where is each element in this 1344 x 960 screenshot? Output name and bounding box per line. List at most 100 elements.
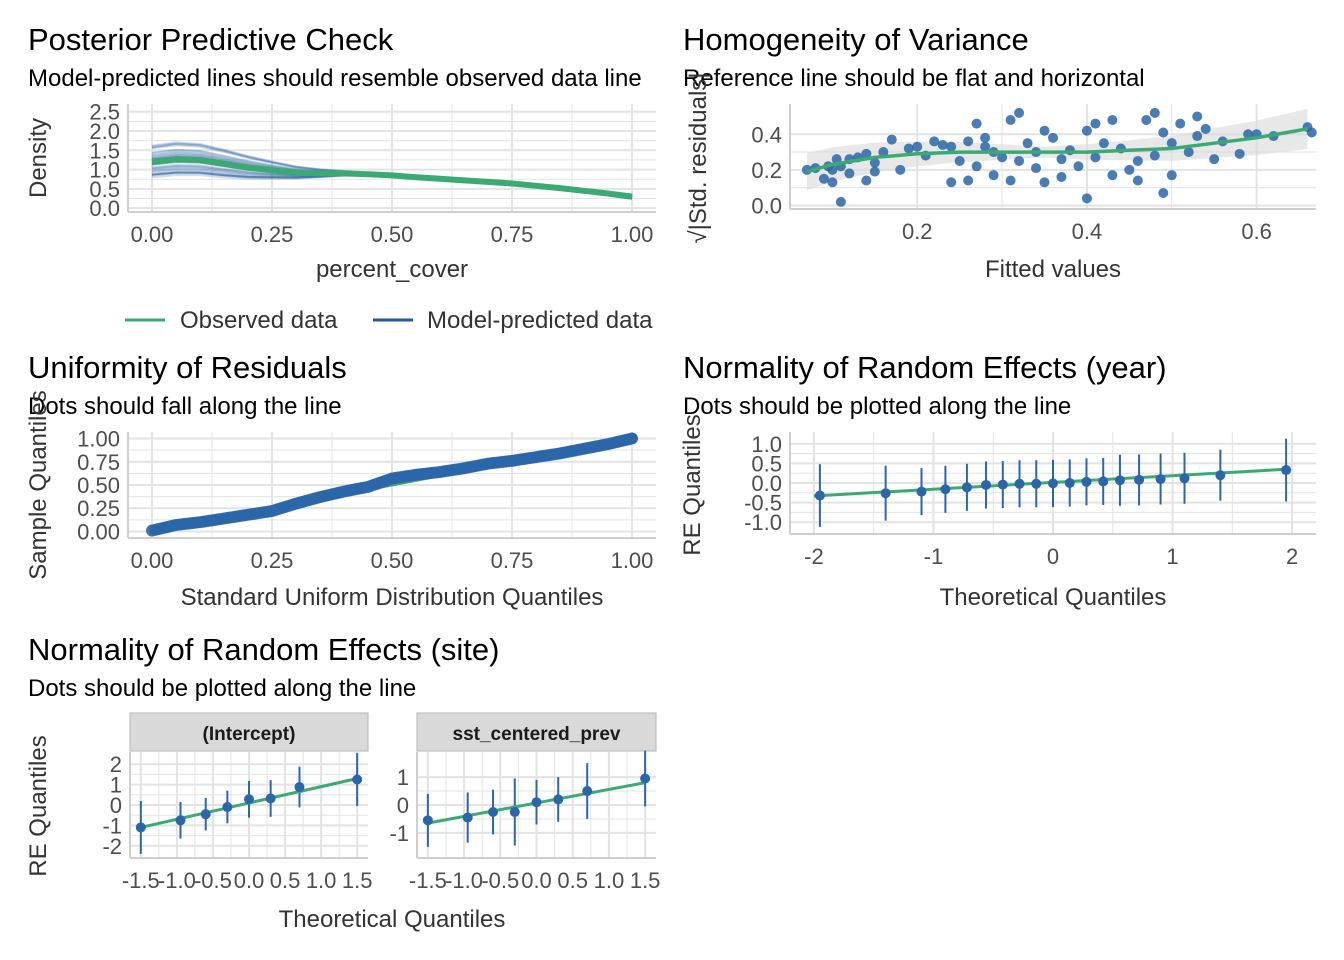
res-facet2-y-tick-label: -1: [389, 821, 409, 846]
rey-y-tick-label: 1.0: [751, 432, 782, 457]
hov-point: [954, 155, 965, 166]
hov-point: [1090, 152, 1101, 163]
res-facet1-x-tick-label: -1.0: [158, 868, 196, 893]
uni-x-axis-label: Standard Uniform Distribution Quantiles: [181, 584, 604, 611]
rey-x-tick-label: -2: [804, 544, 824, 569]
res-facet2-strip: [416, 712, 657, 752]
rey-point: [1281, 465, 1292, 476]
hov-point: [844, 168, 855, 179]
hov-point: [1158, 187, 1169, 198]
hov-point: [1048, 132, 1058, 143]
uni-y-axis-label: Sample Quantiles: [25, 390, 52, 579]
hov-point: [886, 134, 897, 145]
hov-point: [1081, 125, 1092, 136]
hov-point: [1149, 107, 1160, 118]
hov-point: [1192, 131, 1203, 142]
hov-point: [980, 132, 991, 143]
rey-point: [916, 486, 927, 497]
res-facet2-x-tick-label: 0.5: [557, 868, 588, 893]
res-facet1-point: [352, 774, 363, 785]
hov-point: [827, 177, 838, 188]
hov-point: [1005, 115, 1016, 126]
res-facet1-y-tick-label: -1: [102, 813, 122, 838]
res-facet1-x-tick-label: -1.5: [122, 868, 160, 893]
hov-point: [946, 177, 957, 188]
uni-point: [626, 432, 638, 445]
hov-point: [1200, 123, 1211, 134]
res-facet1-point: [200, 809, 211, 820]
hov-point: [1005, 175, 1016, 186]
rey-point: [1215, 470, 1226, 481]
hov-point: [869, 166, 880, 177]
rey-point: [1155, 474, 1166, 485]
hov-point: [1107, 170, 1118, 181]
hov-point: [878, 147, 889, 158]
hov-point: [1022, 138, 1033, 149]
res-title: Normality of Random Effects (site): [28, 632, 499, 667]
rey-point: [1031, 478, 1042, 489]
hov-x-axis-label: Fitted values: [985, 256, 1121, 283]
hov-point: [1132, 175, 1143, 186]
uni-subtitle: Dots should fall along the line: [28, 393, 342, 420]
hov-point: [1056, 154, 1067, 165]
rey-y-tick-label: 0.0: [751, 471, 782, 496]
uni-y-tick-label: 1.00: [77, 427, 120, 452]
rey-title: Normality of Random Effects (year): [683, 350, 1167, 385]
res-facet1-y-tick-label: 1: [110, 773, 122, 798]
ppc-y-tick-label: 2.5: [89, 100, 120, 125]
rey-point: [880, 488, 891, 499]
res-facet2-point: [488, 806, 499, 817]
hov-title: Homogeneity of Variance: [683, 22, 1029, 57]
res-facet2-point: [531, 797, 542, 808]
rey-point: [1098, 476, 1109, 487]
rey-point: [1134, 474, 1145, 485]
hov-point: [1175, 118, 1186, 129]
res-facet2-point: [582, 786, 593, 797]
hov-point: [1243, 129, 1254, 140]
ppc-observed-line: [151, 156, 633, 200]
hov-y-tick-label: 0.0: [751, 193, 782, 218]
res-facet1-x-tick-label: 0.0: [234, 868, 265, 893]
hov-point: [971, 118, 982, 129]
hov-point: [1039, 177, 1050, 188]
hov-point: [1081, 193, 1092, 204]
res-x-axis-label: Theoretical Quantiles: [279, 906, 506, 933]
hov-point: [1166, 138, 1177, 149]
hov-point: [1234, 148, 1245, 159]
hov-point: [1124, 164, 1135, 175]
res-subtitle: Dots should be plotted along the line: [28, 675, 416, 702]
hov-point: [963, 175, 974, 186]
res-facet1-y-tick-label: -2: [102, 834, 122, 859]
rey-point: [981, 479, 992, 490]
uni-x-tick-label: 0.50: [371, 548, 414, 573]
res-facet1-y-tick-label: 0: [110, 793, 122, 818]
uni-y-tick-label: 0.75: [77, 450, 120, 475]
hov-point: [1014, 107, 1025, 118]
rey-subtitle: Dots should be plotted along the line: [683, 393, 1071, 420]
hov-point: [1158, 127, 1169, 138]
ppc-x-tick-label: 0.50: [371, 222, 414, 247]
hov-x-tick-label: 0.4: [1072, 219, 1103, 244]
ppc-subtitle: Model-predicted lines should resemble ob…: [28, 65, 642, 92]
hov-point: [1073, 161, 1084, 172]
hov-point: [980, 141, 991, 152]
legend-predicted-label: Model-predicted data: [427, 307, 653, 334]
rey-y-tick-label: -1.0: [744, 510, 782, 535]
uni-x-tick-label: 0.00: [131, 548, 174, 573]
res-facet2-point: [553, 794, 564, 805]
rey-point: [1048, 478, 1058, 489]
rey-point: [1179, 473, 1190, 484]
hov-x-tick-label: 0.6: [1241, 219, 1272, 244]
res-facet1-point: [265, 793, 276, 804]
res-facet2-point: [509, 806, 520, 817]
hov-point: [946, 141, 957, 152]
uni-y-tick-label: 0.25: [77, 496, 120, 521]
legend-observed-label: Observed data: [180, 307, 338, 334]
rey-point: [940, 484, 951, 495]
res-facet1-point: [135, 822, 146, 833]
rey-point: [961, 482, 972, 493]
hov-point: [1149, 150, 1160, 161]
hov-point: [895, 164, 906, 175]
hov-point: [818, 173, 829, 184]
hov-y-axis-label: √|Std. residuals|: [685, 72, 712, 243]
